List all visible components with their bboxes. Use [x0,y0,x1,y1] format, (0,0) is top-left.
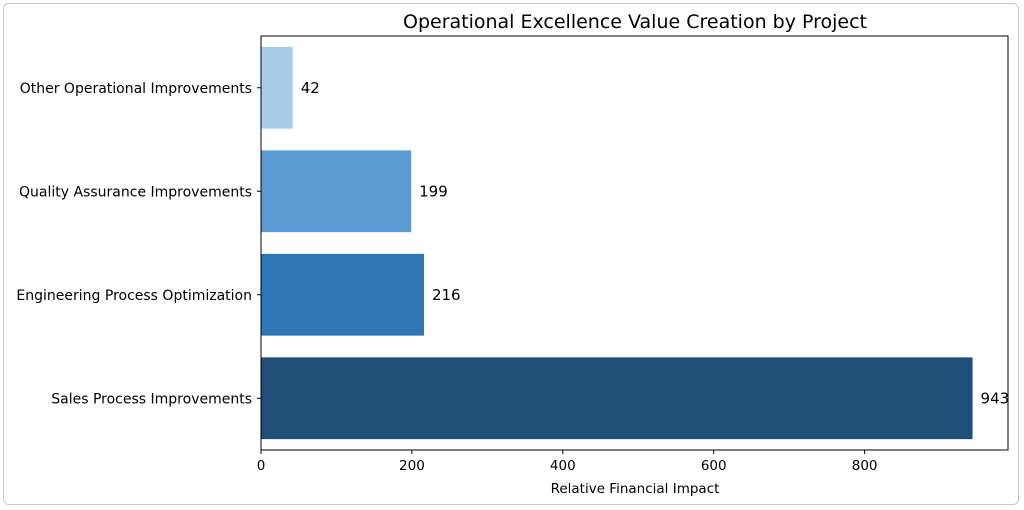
bar [261,253,424,336]
x-axis-label: Relative Financial Impact [551,481,720,497]
data-label: 943 [981,389,1010,407]
bar [261,46,293,129]
data-label: 216 [432,286,461,304]
y-tick-label: Quality Assurance Improvements [19,184,252,200]
chart-title: Operational Excellence Value Creation by… [403,11,867,33]
x-tick-label: 800 [852,458,878,474]
data-label: 42 [301,79,320,97]
y-tick-label: Engineering Process Optimization [16,288,252,304]
plot-area-border [260,35,1009,451]
data-label: 199 [419,182,448,200]
bar [261,357,973,440]
x-tick-label: 0 [257,458,266,474]
x-tick-label: 200 [399,458,425,474]
y-tick-label: Other Operational Improvements [20,81,252,97]
x-tick-label: 400 [550,458,576,474]
bar [261,150,412,233]
x-tick-label: 600 [701,458,727,474]
y-tick-label: Sales Process Improvements [51,391,252,407]
